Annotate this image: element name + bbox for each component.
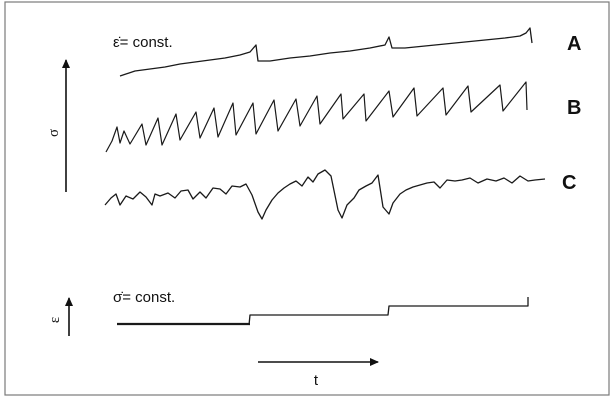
curve-b-label: B xyxy=(567,97,581,119)
time-axis-label: t xyxy=(314,372,319,389)
curve-b-trace xyxy=(105,81,528,153)
curve-c-label: C xyxy=(562,172,576,194)
curve-c-trace xyxy=(104,169,546,220)
stress-rate-caption: σ̇= const. xyxy=(113,289,175,306)
curve-a-label: A xyxy=(567,33,581,55)
diagram-frame xyxy=(4,1,610,396)
strain-staircase-trace xyxy=(248,297,529,326)
strain-axis-label: ε xyxy=(47,317,63,323)
strain-rate-caption: ε̇= const. xyxy=(113,34,173,51)
stress-axis-label: σ xyxy=(46,129,62,137)
curve-a-trace xyxy=(119,27,533,77)
